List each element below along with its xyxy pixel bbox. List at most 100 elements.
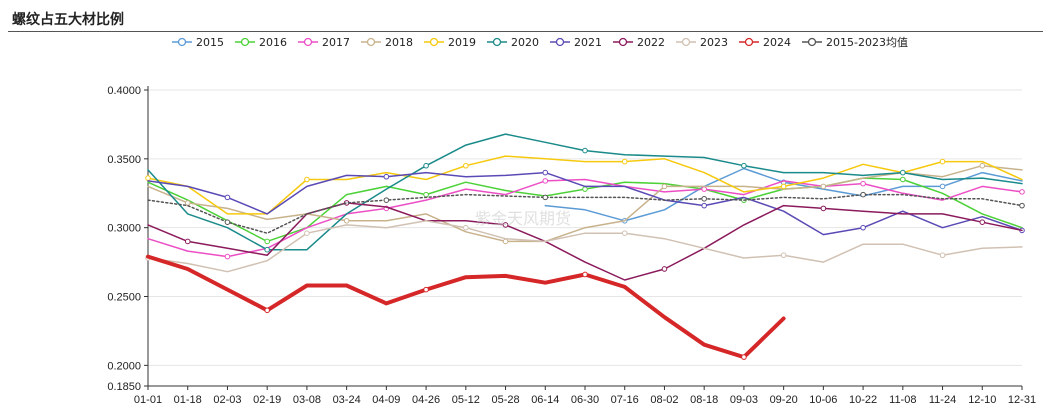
x-tick-label: 02-19: [253, 394, 281, 406]
legend-label: 2024: [763, 36, 791, 49]
series-line: [544, 167, 1023, 222]
data-point: [582, 186, 588, 192]
data-point: [184, 200, 191, 206]
data-point: [701, 186, 707, 192]
x-tick-label: 10-22: [849, 394, 877, 406]
x-tick-label: 08-02: [650, 394, 678, 406]
x-tick-label: 12-31: [1008, 394, 1036, 406]
legend-label: 2023: [700, 36, 728, 49]
x-tick-label: 07-16: [611, 394, 639, 406]
data-point: [701, 202, 707, 209]
legend: 2015 2016 2017 2018 2019 2020 2021 2022 2023 2024…: [172, 36, 908, 49]
legend-item[interactable]: 2020: [487, 36, 539, 49]
data-point: [542, 169, 549, 176]
y-tick-label: 0.1850: [107, 381, 141, 393]
x-tick-label: 04-09: [372, 394, 400, 406]
y-tick-label: 0.2000: [107, 360, 141, 372]
legend-item[interactable]: 2021: [550, 36, 602, 49]
legend-marker: [177, 37, 187, 47]
data-point: [860, 180, 866, 187]
data-point: [184, 238, 191, 245]
x-tick-label: 06-30: [571, 394, 599, 406]
series-line: [147, 193, 1023, 234]
x-tick-label: 04-26: [412, 394, 440, 406]
data-point: [939, 183, 946, 190]
legend-item[interactable]: 2016: [235, 36, 287, 49]
data-point: [423, 162, 429, 169]
data-point: [1019, 189, 1025, 195]
legend-item[interactable]: 2017: [298, 36, 350, 49]
legend-marker: [303, 37, 313, 47]
y-tick-label: 0.3000: [107, 223, 141, 235]
series-lines: [145, 133, 1025, 360]
data-point: [304, 230, 310, 236]
data-point: [939, 252, 946, 259]
x-tick-label: 11-24: [929, 394, 956, 406]
data-point: [383, 173, 390, 180]
series-line: [147, 155, 1023, 215]
legend-label: 2015: [196, 36, 224, 49]
data-point: [264, 238, 270, 245]
x-tick-label: 06-14: [531, 394, 559, 406]
data-point: [383, 197, 390, 203]
data-point: [502, 238, 509, 245]
data-point: [741, 354, 747, 360]
data-point: [860, 224, 866, 231]
data-point: [939, 158, 946, 165]
data-point: [979, 162, 986, 169]
legend-marker: [366, 37, 376, 47]
x-tick-label: 09-20: [770, 394, 798, 406]
chart-title: 螺纹占五大材比例: [12, 12, 124, 28]
data-point: [224, 253, 231, 260]
legend-item[interactable]: 2019: [424, 36, 476, 49]
y-tick-label: 0.4000: [107, 85, 141, 97]
x-tick-label: 02-03: [213, 394, 241, 406]
legend-label: 2018: [385, 36, 413, 49]
legend-label: 2019: [448, 36, 476, 49]
legend-item[interactable]: 2015-2023均值: [802, 36, 908, 49]
data-point: [264, 246, 270, 253]
data-point: [343, 217, 350, 224]
legend-item[interactable]: 2022: [613, 36, 665, 49]
data-point: [542, 178, 549, 184]
legend-label: 2015-2023均值: [826, 36, 908, 49]
x-tick-label: 01-18: [174, 394, 202, 406]
data-point: [780, 183, 787, 190]
x-tick-label: 12-10: [968, 394, 996, 406]
legend-label: 2021: [574, 36, 602, 49]
watermark: 紫金天风期货: [475, 209, 571, 228]
data-point: [900, 169, 906, 176]
legend-marker: [681, 37, 691, 47]
series-line: [147, 171, 1023, 236]
legend-marker: [618, 37, 628, 47]
legend-marker: [744, 37, 754, 47]
legend-marker: [807, 37, 817, 47]
data-point: [463, 162, 469, 169]
data-point: [463, 224, 469, 231]
data-point: [701, 195, 707, 202]
series-line: [147, 178, 1023, 258]
legend-item[interactable]: 2018: [361, 36, 413, 49]
data-point: [820, 183, 827, 190]
series-line: [147, 164, 1023, 243]
data-point: [661, 183, 668, 190]
data-point: [224, 219, 231, 225]
x-tick-label: 03-24: [333, 394, 361, 406]
data-point: [304, 176, 310, 183]
legend-marker: [555, 37, 565, 47]
series-line: [147, 202, 1023, 281]
data-point: [423, 191, 429, 198]
data-point: [621, 158, 628, 165]
legend-item[interactable]: 2023: [676, 36, 728, 49]
legend-item[interactable]: 2015: [172, 36, 224, 49]
legend-label: 2017: [322, 36, 350, 49]
data-point: [900, 176, 906, 183]
x-tick-label: 01-01: [134, 394, 162, 406]
series-line: [146, 254, 786, 360]
data-point: [264, 307, 270, 314]
legend-item[interactable]: 2024: [739, 36, 791, 49]
data-point: [741, 162, 747, 169]
x-tick-label: 10-06: [809, 394, 837, 406]
legend-marker: [240, 37, 250, 47]
